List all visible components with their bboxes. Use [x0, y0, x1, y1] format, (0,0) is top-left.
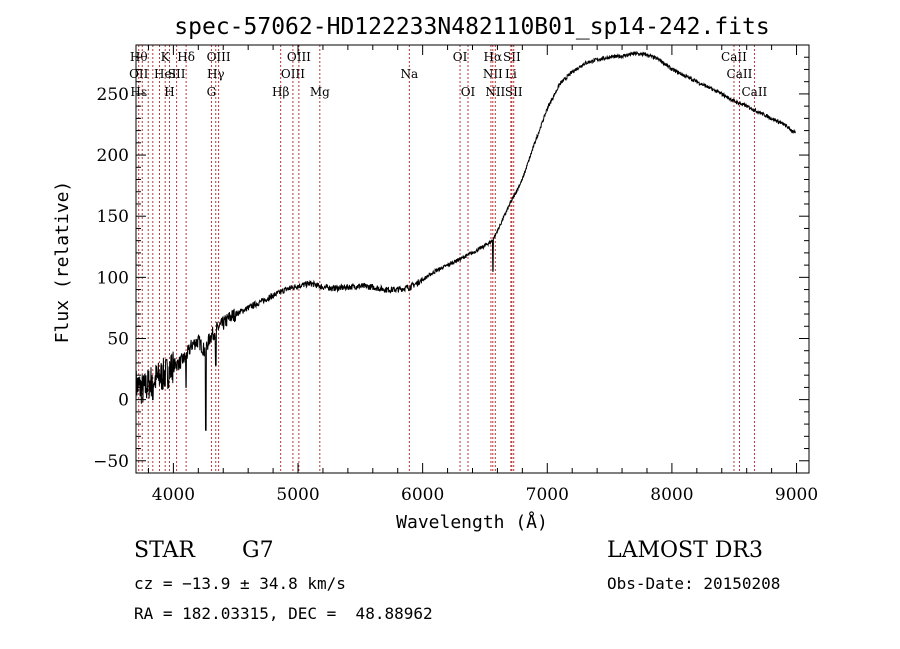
- coordinates-info: RA = 182.03315, DEC = 48.88962: [134, 604, 433, 623]
- line-label: OIII: [207, 50, 231, 64]
- line-label: Hα: [484, 50, 503, 64]
- line-label: G: [207, 85, 217, 99]
- line-label: K: [161, 50, 171, 64]
- line-label: Hδ: [177, 50, 195, 64]
- line-label: OIII: [281, 67, 305, 81]
- ticks-group: 4000 5000 6000 7000 8000 9000 −50 0 50 100 150 200 2…: [93, 45, 818, 505]
- line-label: Hγ: [207, 67, 225, 81]
- line-label: CaII: [727, 67, 753, 81]
- y-axis-label: Flux (relative): [52, 181, 73, 344]
- redshift-info: cz = −13.9 ± 34.8 km/s: [134, 574, 346, 593]
- x-tick-label: 4000: [152, 485, 195, 505]
- x-tick-label: 5000: [276, 485, 319, 505]
- object-subclass: G7: [242, 538, 274, 563]
- observation-date: Obs-Date: 20150208: [607, 574, 781, 593]
- line-label: Hβ: [272, 85, 289, 99]
- line-label: Na: [400, 67, 418, 81]
- line-label: OI: [453, 50, 468, 64]
- line-label: H: [164, 85, 174, 99]
- line-marker-group: HθOIIHεKHeIHSIIHδGHγOIIIHβOIIIOIIIMgNaOI…: [129, 45, 768, 473]
- y-tick-label: −50: [93, 452, 129, 472]
- line-label: SII: [168, 67, 186, 81]
- line-label: SII: [505, 85, 523, 99]
- axes-group: [135, 44, 810, 474]
- y-tick-label: 0: [118, 391, 129, 411]
- line-label: NII: [483, 67, 503, 81]
- y-tick-label: 200: [97, 146, 129, 166]
- y-tick-label: 50: [107, 329, 129, 349]
- x-tick-label: 9000: [775, 485, 818, 505]
- spectrum-line: [135, 50, 796, 431]
- line-label: HeI: [154, 67, 177, 81]
- x-tick-label: 7000: [526, 485, 569, 505]
- line-label: NII: [485, 85, 505, 99]
- line-label: Mg: [310, 85, 330, 99]
- plot-frame: [135, 44, 810, 474]
- x-axis-label: Wavelength (Å): [396, 511, 548, 533]
- spectrum-group: [135, 50, 796, 431]
- x-tick-label: 8000: [650, 485, 693, 505]
- survey-name: LAMOST DR3: [607, 538, 763, 563]
- line-label: OI: [461, 85, 476, 99]
- line-label: Hε: [130, 85, 147, 99]
- chart-title: spec-57062-HD122233N482110B01_sp14-242.f…: [174, 14, 769, 40]
- line-label: CaII: [741, 85, 767, 99]
- x-tick-label: 6000: [401, 485, 444, 505]
- line-label: OII: [129, 67, 149, 81]
- y-tick-label: 250: [97, 85, 129, 105]
- object-class: STAR: [134, 538, 195, 563]
- y-tick-label: 150: [97, 207, 129, 227]
- line-label: CaII: [721, 50, 747, 64]
- y-tick-label: 100: [97, 268, 129, 288]
- line-label: OIII: [287, 50, 311, 64]
- line-label: SII: [503, 50, 521, 64]
- line-label: Li: [505, 67, 517, 81]
